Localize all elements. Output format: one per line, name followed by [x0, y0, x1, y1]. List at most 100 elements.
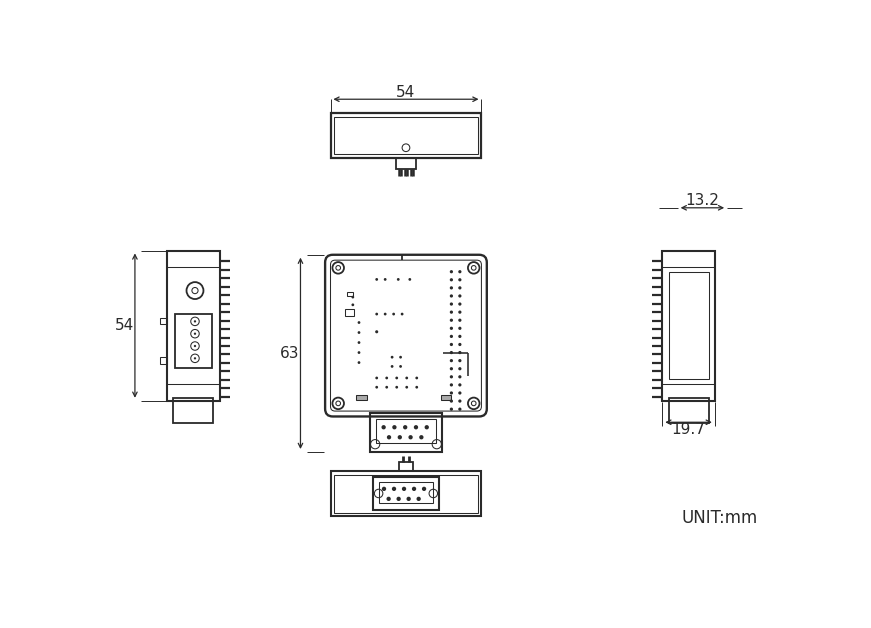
Bar [669, 272, 709, 379]
Circle shape [395, 386, 398, 389]
Circle shape [449, 327, 453, 330]
Circle shape [458, 327, 462, 330]
Circle shape [449, 367, 453, 371]
Circle shape [458, 383, 462, 386]
Bar [374, 477, 439, 510]
Circle shape [458, 399, 462, 403]
Bar [159, 318, 167, 325]
Bar [345, 309, 354, 317]
Circle shape [405, 386, 408, 389]
Circle shape [399, 356, 402, 359]
Circle shape [415, 377, 418, 379]
Bar [334, 475, 477, 514]
Circle shape [392, 425, 396, 430]
Circle shape [419, 435, 423, 440]
Circle shape [381, 487, 386, 491]
Circle shape [449, 303, 453, 306]
Circle shape [408, 278, 411, 281]
Circle shape [408, 435, 413, 440]
Circle shape [449, 295, 453, 298]
Circle shape [458, 335, 462, 338]
Circle shape [458, 295, 462, 298]
Circle shape [449, 270, 453, 273]
Circle shape [392, 313, 395, 315]
Text: 63: 63 [280, 346, 300, 361]
Circle shape [399, 365, 402, 368]
Circle shape [415, 386, 418, 389]
Bar [175, 313, 212, 367]
Circle shape [351, 303, 354, 306]
Bar [662, 251, 715, 401]
Circle shape [458, 310, 462, 314]
Circle shape [401, 313, 403, 315]
Bar [330, 471, 482, 516]
Circle shape [458, 351, 462, 354]
Circle shape [397, 278, 400, 281]
Bar [370, 413, 442, 452]
Circle shape [387, 435, 391, 440]
Bar [167, 251, 219, 401]
Circle shape [458, 359, 462, 362]
Bar [347, 292, 353, 296]
Circle shape [395, 377, 398, 379]
Circle shape [375, 386, 378, 389]
Circle shape [391, 356, 394, 359]
Bar [356, 395, 367, 400]
Circle shape [392, 487, 396, 491]
Circle shape [358, 351, 361, 354]
Circle shape [407, 497, 411, 501]
Circle shape [398, 435, 402, 440]
Circle shape [449, 408, 453, 411]
Bar [159, 357, 167, 364]
Circle shape [414, 425, 418, 430]
Circle shape [458, 303, 462, 306]
Circle shape [384, 278, 387, 281]
Circle shape [412, 487, 416, 491]
Circle shape [449, 359, 453, 362]
Circle shape [422, 487, 426, 491]
Bar [173, 398, 213, 423]
Circle shape [391, 365, 394, 368]
Circle shape [458, 286, 462, 290]
Circle shape [403, 425, 408, 430]
Circle shape [424, 425, 429, 430]
Circle shape [449, 335, 453, 338]
Circle shape [458, 408, 462, 411]
Circle shape [449, 343, 453, 346]
Circle shape [458, 375, 462, 379]
Circle shape [375, 377, 378, 379]
Circle shape [449, 318, 453, 322]
Circle shape [449, 278, 453, 281]
Circle shape [458, 270, 462, 273]
Bar [399, 462, 413, 471]
Bar [669, 398, 709, 423]
Circle shape [375, 330, 378, 333]
Text: 19.7: 19.7 [672, 421, 706, 436]
Bar [334, 117, 477, 154]
Circle shape [194, 333, 196, 335]
Circle shape [449, 391, 453, 394]
Circle shape [358, 321, 361, 324]
Bar [379, 482, 433, 504]
Circle shape [449, 351, 453, 354]
Circle shape [194, 345, 196, 347]
Circle shape [458, 278, 462, 281]
Text: 13.2: 13.2 [685, 193, 719, 208]
Circle shape [351, 296, 354, 298]
Bar [396, 158, 416, 168]
Circle shape [458, 318, 462, 322]
Bar [330, 113, 482, 158]
Bar [441, 395, 451, 400]
Circle shape [402, 487, 406, 491]
Circle shape [458, 391, 462, 394]
Circle shape [449, 383, 453, 386]
Circle shape [449, 286, 453, 290]
Circle shape [396, 497, 401, 501]
Circle shape [384, 313, 387, 315]
Circle shape [385, 386, 388, 389]
Text: 54: 54 [114, 318, 134, 333]
Circle shape [449, 399, 453, 403]
Circle shape [458, 343, 462, 346]
Circle shape [194, 320, 196, 323]
Circle shape [375, 313, 378, 315]
